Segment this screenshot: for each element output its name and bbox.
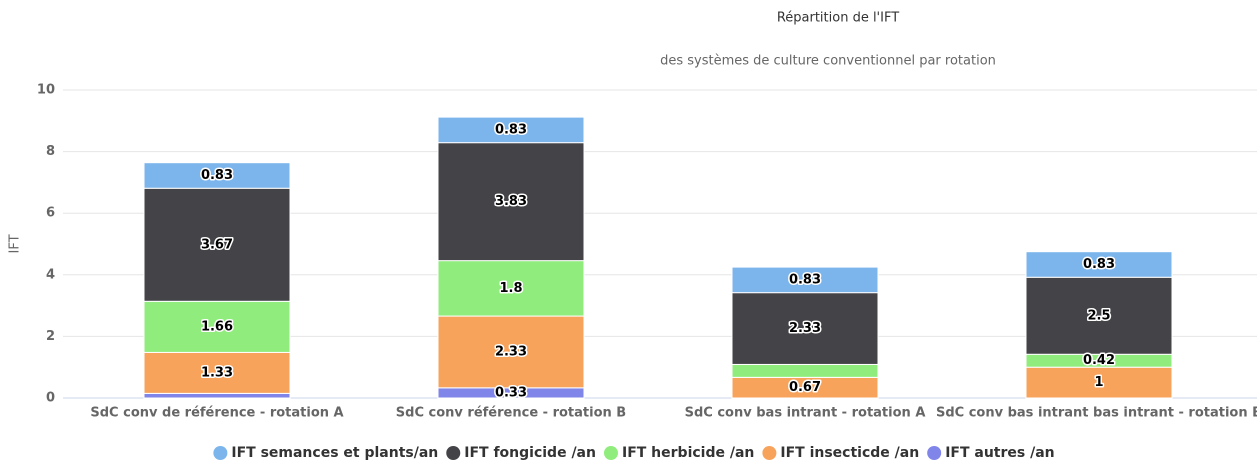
legend-label: IFT fongicide /an [464, 445, 596, 460]
bar-segment [1025, 366, 1173, 399]
data-label: 2.33 [789, 321, 821, 336]
legend-marker [762, 446, 777, 460]
y-tick-label: 8 [46, 144, 55, 159]
data-label: 0.67 [789, 380, 821, 395]
legend-label: IFT insecticde /an [780, 445, 919, 460]
y-axis-label: IFT [8, 234, 23, 253]
bar-segment [143, 162, 291, 189]
legend-marker [446, 446, 461, 460]
chart-title: Répartition de l'IFT [777, 11, 899, 26]
data-label: 3.83 [495, 194, 527, 209]
data-label: 0.83 [201, 168, 233, 183]
bar-segment [731, 292, 879, 365]
y-tick-label: 0 [46, 391, 55, 406]
data-label: 3.67 [201, 237, 233, 252]
legend-label: IFT autres /an [945, 445, 1054, 460]
data-label: 1.8 [499, 281, 522, 296]
data-label: 1.66 [201, 319, 233, 334]
legend-label: IFT semances et plants/an [231, 445, 438, 460]
y-tick-label: 4 [46, 267, 55, 282]
legend: IFT semances et plants/an IFT fongicide /… [213, 445, 1055, 460]
data-label: 0.83 [789, 272, 821, 287]
bar-segment [143, 392, 291, 399]
bar-segment [437, 116, 585, 144]
data-label: 0.42 [1083, 353, 1115, 368]
x-tick-label: SdC conv bas intrant bas intrant - rotat… [936, 406, 1257, 421]
data-label: 2.5 [1087, 308, 1110, 323]
bar-segment [143, 187, 291, 302]
y-tick-label: 2 [46, 329, 55, 344]
bar-segment [143, 300, 291, 353]
bar-segment [731, 266, 879, 294]
bar-segment [437, 260, 585, 317]
y-tick-label: 6 [46, 206, 55, 221]
bar-segment [1025, 251, 1173, 278]
data-label: 0.83 [1083, 257, 1115, 272]
data-label: 1.33 [201, 365, 233, 380]
legend-label: IFT herbicide /an [622, 445, 754, 460]
x-tick-label: SdC conv bas intrant - rotation A [685, 406, 926, 421]
x-tick-label: SdC conv référence - rotation B [396, 406, 626, 421]
legend-marker [927, 446, 942, 460]
bar-segment [1025, 276, 1173, 355]
data-label: 0.33 [495, 385, 527, 400]
bar-segment [143, 351, 291, 394]
legend-marker [603, 446, 618, 460]
x-tick-label: SdC conv de référence - rotation A [90, 406, 343, 421]
legend-marker [213, 446, 228, 460]
data-label: 2.33 [495, 344, 527, 359]
chart-subtitle: des systèmes de culture conventionnel pa… [660, 54, 996, 69]
y-tick-label: 10 [37, 83, 55, 98]
bar-segment [731, 363, 879, 378]
bar-segment [437, 142, 585, 262]
data-label: 1 [1094, 375, 1103, 390]
data-label: 0.83 [495, 122, 527, 137]
